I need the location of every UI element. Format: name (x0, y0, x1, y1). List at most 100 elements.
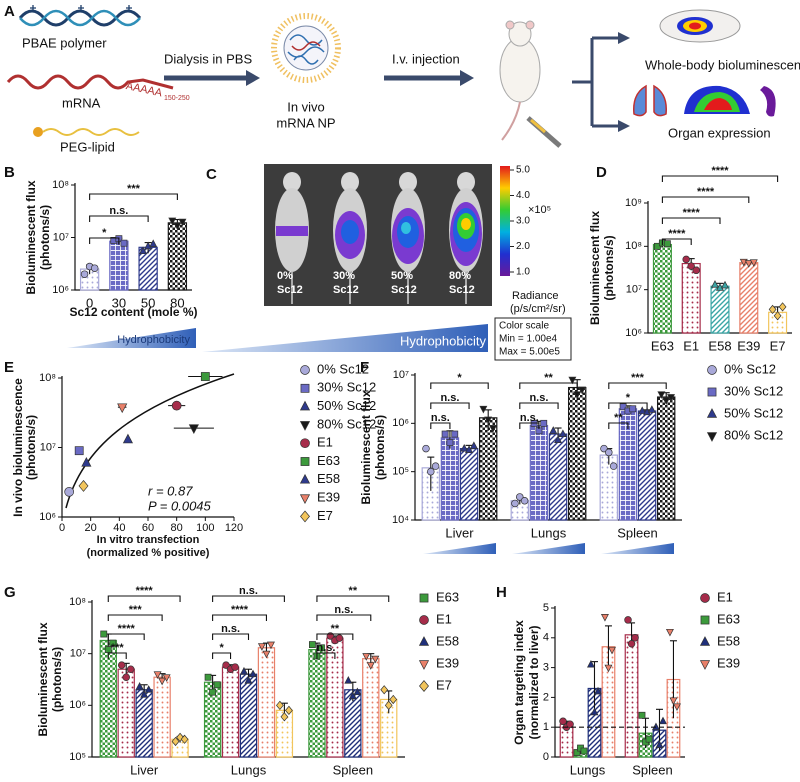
bar (656, 396, 676, 521)
data-point (609, 462, 618, 470)
x-tick-label: Spleen (333, 762, 373, 777)
scale-text: Max = 5.00e5 (499, 347, 560, 358)
data-point (665, 628, 674, 637)
significance-bracket (107, 652, 127, 659)
polymer-strand (19, 9, 141, 27)
bar (440, 437, 460, 521)
colorbar (500, 166, 510, 276)
x-tick-label: E39 (737, 338, 760, 353)
significance-bracket (430, 382, 489, 389)
axis-line (91, 600, 405, 758)
data-point (469, 441, 478, 449)
bar (135, 689, 153, 758)
arrowhead (618, 32, 630, 132)
significance-bracket (316, 633, 354, 640)
significance-bracket (661, 238, 692, 245)
data-point (90, 264, 99, 272)
data-point (662, 397, 671, 405)
data-point (580, 747, 588, 755)
data-point (608, 646, 616, 655)
label: mRNA NP (276, 115, 335, 130)
significance-label: n.s. (529, 392, 548, 404)
hydrophobicity-wedge (512, 543, 585, 554)
data-point (744, 260, 753, 268)
data-point (673, 703, 681, 712)
x-tick-label: Spleen (617, 525, 657, 540)
legend-marker (699, 636, 711, 646)
legend-marker (707, 387, 717, 397)
significance-bracket (212, 652, 232, 659)
legend-label: E58 (317, 471, 340, 486)
data-point (559, 717, 567, 725)
bar (109, 240, 129, 291)
significance-bracket (89, 237, 120, 244)
significance-bracket (519, 422, 540, 429)
mouse-icon (659, 9, 741, 43)
data-point (213, 681, 221, 689)
legend-label: E1 (436, 611, 452, 626)
data-point (638, 711, 646, 719)
bar (567, 386, 587, 521)
significance-label: **** (697, 186, 715, 198)
mouse-label: 30% (333, 270, 355, 282)
mouse-label: Sc12 (449, 284, 475, 296)
significance-bracket (661, 217, 721, 224)
data-point (465, 445, 474, 453)
bar (637, 410, 657, 521)
data-point (600, 444, 608, 453)
hydrophobicity-wedge (202, 324, 488, 352)
panel-letter: H (496, 584, 507, 601)
data-point (280, 712, 289, 722)
y-tick-label: 10⁵ (392, 466, 409, 478)
x-tick-label: 0 (86, 295, 93, 310)
mrna-strand (6, 74, 174, 90)
significance-label: ** (331, 623, 340, 635)
mouse-images (264, 164, 492, 306)
significance-bracket (519, 382, 578, 389)
legend-label: 80% Sc12 (317, 416, 376, 431)
significance-bracket (316, 595, 390, 602)
x-tick-label: 80 (171, 522, 183, 534)
x-tick-label: 100 (196, 522, 214, 534)
scatter-point (122, 433, 134, 444)
legend-marker (418, 636, 430, 646)
scatter-point (74, 446, 84, 456)
y-axis-label: Bioluminescent flux (359, 390, 373, 504)
data-point (117, 661, 126, 669)
legend-label: E1 (717, 589, 733, 604)
data-point (604, 664, 613, 673)
significance-label: **** (683, 207, 701, 219)
annotation: r = 0.87 (148, 483, 193, 498)
mouse-label: 50% (391, 270, 413, 282)
y-tick-label: 10⁶ (39, 511, 56, 523)
legend-label: E63 (436, 589, 459, 604)
data-point (153, 671, 162, 679)
significance-bracket (107, 614, 163, 621)
bar (257, 647, 276, 758)
scatter-point (81, 456, 92, 467)
data-point (778, 302, 787, 312)
legend-marker (706, 432, 718, 442)
scale-text: Min = 1.00e4 (499, 334, 558, 345)
legend-label: E58 (717, 633, 740, 648)
x-tick-label: E1 (683, 338, 699, 353)
data-point (389, 694, 398, 705)
data-point (721, 280, 729, 289)
legend-marker (707, 365, 717, 375)
significance-label: n.s. (431, 412, 450, 424)
data-point (749, 259, 758, 267)
significance-label: **** (136, 585, 154, 597)
data-point (122, 673, 130, 681)
data-point (568, 376, 577, 385)
y-tick-label: 5 (543, 602, 549, 614)
bar (167, 222, 188, 291)
significance-label: **** (668, 228, 686, 240)
y-tick-label: 10⁷ (70, 648, 86, 660)
data-point (657, 391, 666, 399)
data-point (669, 697, 678, 706)
data-point (180, 734, 189, 744)
label: Dialysis in PBS (164, 51, 252, 66)
data-point (540, 419, 548, 427)
y-tick-label: 10⁷ (53, 231, 69, 243)
significance-bracket (661, 175, 779, 182)
